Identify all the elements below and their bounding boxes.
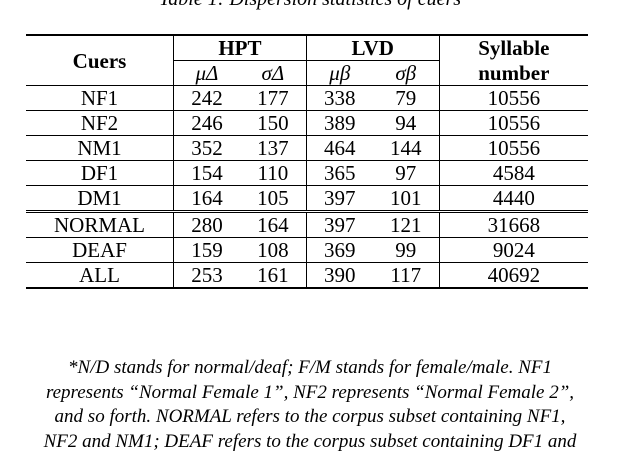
mu-beta-cell: 464: [306, 136, 372, 161]
mu-beta-cell: 397: [306, 186, 372, 212]
cuer-cell: DF1: [26, 161, 174, 186]
mu-delta-cell: 246: [174, 111, 240, 136]
sigma-delta-cell: 108: [240, 238, 306, 263]
cuer-cell: NORMAL: [26, 212, 174, 238]
syllable-cell: 10556: [439, 86, 588, 111]
mu-beta-cell: 390: [306, 263, 372, 289]
mu-delta-cell: 280: [174, 212, 240, 238]
sigma-beta-cell: 121: [373, 212, 439, 238]
cuer-cell: NF1: [26, 86, 174, 111]
mu-delta-cell: 159: [174, 238, 240, 263]
table-row: ALL 253 161 390 117 40692: [26, 263, 588, 289]
cuer-cell: DEAF: [26, 238, 174, 263]
table-row: DM1 164 105 397 101 4440: [26, 186, 588, 212]
header-cuers: Cuers: [26, 35, 174, 86]
sigma-delta-cell: 110: [240, 161, 306, 186]
table-row: NF1 242 177 338 79 10556: [26, 86, 588, 111]
syllable-cell: 31668: [439, 212, 588, 238]
cuer-cell: NF2: [26, 111, 174, 136]
syllable-cell: 9024: [439, 238, 588, 263]
footnote-line: NF2 and NM1; DEAF refers to the corpus s…: [0, 430, 620, 454]
syllable-cell: 4440: [439, 186, 588, 212]
header-mu-delta: μΔ: [174, 61, 240, 86]
header-sigma-beta: σβ: [373, 61, 439, 86]
sigma-delta-cell: 105: [240, 186, 306, 212]
mu-delta-cell: 164: [174, 186, 240, 212]
table-row: NORMAL 280 164 397 121 31668: [26, 212, 588, 238]
syllable-cell: 40692: [439, 263, 588, 289]
sigma-delta-cell: 137: [240, 136, 306, 161]
mu-beta-cell: 369: [306, 238, 372, 263]
sigma-delta-cell: 177: [240, 86, 306, 111]
footnote-line: and so forth. NORMAL refers to the corpu…: [0, 405, 620, 430]
sigma-beta-cell: 79: [373, 86, 439, 111]
syllable-cell: 10556: [439, 136, 588, 161]
mu-delta-cell: 352: [174, 136, 240, 161]
mu-beta-cell: 397: [306, 212, 372, 238]
mu-beta-cell: 365: [306, 161, 372, 186]
cuer-cell: NM1: [26, 136, 174, 161]
header-syllable: Syllable: [439, 35, 588, 61]
sigma-beta-cell: 144: [373, 136, 439, 161]
dispersion-table: Cuers HPT LVD Syllable μΔ σΔ μβ σβ numbe…: [26, 34, 588, 289]
table-footnote: *N/D stands for normal/deaf; F/M stands …: [0, 356, 620, 454]
mu-delta-cell: 154: [174, 161, 240, 186]
header-mu-beta: μβ: [306, 61, 372, 86]
sigma-beta-cell: 101: [373, 186, 439, 212]
syllable-cell: 10556: [439, 111, 588, 136]
sigma-delta-cell: 150: [240, 111, 306, 136]
table-row: NM1 352 137 464 144 10556: [26, 136, 588, 161]
table-row: DEAF 159 108 369 99 9024: [26, 238, 588, 263]
footnote-line: *N/D stands for normal/deaf; F/M stands …: [0, 356, 620, 381]
header-number: number: [439, 61, 588, 86]
mu-beta-cell: 389: [306, 111, 372, 136]
syllable-cell: 4584: [439, 161, 588, 186]
cuer-cell: ALL: [26, 263, 174, 289]
sigma-beta-cell: 94: [373, 111, 439, 136]
table-caption: Table 1: Dispersion statistics of cuers: [0, 0, 620, 11]
mu-delta-cell: 242: [174, 86, 240, 111]
mu-delta-cell: 253: [174, 263, 240, 289]
cuer-cell: DM1: [26, 186, 174, 212]
mu-beta-cell: 338: [306, 86, 372, 111]
table-row: DF1 154 110 365 97 4584: [26, 161, 588, 186]
sigma-delta-cell: 164: [240, 212, 306, 238]
sigma-beta-cell: 117: [373, 263, 439, 289]
header-hpt: HPT: [174, 35, 307, 61]
sigma-delta-cell: 161: [240, 263, 306, 289]
sigma-beta-cell: 99: [373, 238, 439, 263]
table-row: NF2 246 150 389 94 10556: [26, 111, 588, 136]
header-lvd: LVD: [306, 35, 439, 61]
header-sigma-delta: σΔ: [240, 61, 306, 86]
sigma-beta-cell: 97: [373, 161, 439, 186]
footnote-line: represents “Normal Female 1”, NF2 repres…: [0, 381, 620, 406]
